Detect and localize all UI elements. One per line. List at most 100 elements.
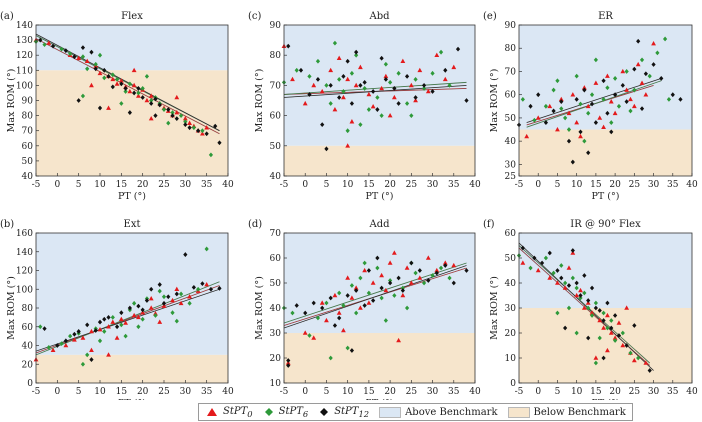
data-point-stpt12 [570,159,575,165]
data-point-stpt12 [337,95,342,100]
data-point-stpt6 [97,52,103,58]
x-axis-label: PT (°) [366,191,394,202]
data-point-stpt6 [290,310,295,316]
data-point-stpt0 [311,335,317,340]
panel-label: (e) [483,11,497,22]
data-point-stpt12 [119,81,124,87]
x-tick-label: -5 [280,387,289,397]
data-point-stpt6 [324,83,329,88]
data-point-stpt6 [574,73,579,79]
data-point-stpt12 [123,86,128,91]
data-point-stpt0 [336,310,342,315]
data-point-stpt0 [442,76,448,82]
data-point-stpt0 [200,131,205,136]
data-point-stpt0 [72,337,77,342]
data-point-stpt0 [341,94,346,100]
y-axis-label: Max ROM (°) [254,69,265,133]
data-point-stpt12 [426,278,431,283]
data-point-stpt6 [574,330,579,336]
y-tick-label: 40 [505,279,517,289]
data-point-stpt12 [593,120,598,125]
data-point-stpt12 [443,67,448,73]
data-point-stpt12 [404,73,410,79]
data-point-stpt12 [136,303,141,309]
y-tick-label: 90 [505,21,517,31]
y-tick-label: 60 [22,323,34,333]
data-point-stpt6 [328,101,333,106]
data-point-stpt12 [217,285,222,291]
above-swatch-icon [379,406,402,418]
x-tick-label: 10 [94,387,106,397]
data-point-stpt0 [345,143,351,148]
data-point-stpt6 [609,318,614,323]
data-point-stpt0 [127,88,133,94]
axes-frame [518,24,693,177]
x-axis-label: PT (°) [592,191,620,202]
data-point-stpt0 [601,124,606,130]
y-tick-label: 120 [16,51,33,61]
data-point-stpt0 [204,281,210,287]
data-point-stpt0 [391,250,397,255]
data-point-stpt6 [362,86,367,91]
data-point-stpt0 [605,312,610,318]
data-point-stpt12 [609,325,614,331]
y-tick-label: 50 [270,279,282,289]
below-benchmark-region [284,145,475,176]
data-point-stpt12 [358,83,363,88]
data-point-stpt12 [191,284,196,290]
data-point-stpt6 [324,300,329,306]
data-point-stpt6 [655,50,660,56]
data-point-stpt6 [601,96,606,102]
y-tick-label: 0 [510,379,516,389]
data-point-stpt12 [566,138,572,144]
data-point-stpt12 [597,308,602,313]
data-point-stpt0 [302,100,308,106]
data-point-stpt0 [161,303,167,308]
data-point-stpt6 [586,110,591,116]
data-point-stpt12 [605,300,610,306]
data-point-stpt12 [140,95,145,100]
data-point-stpt12 [678,96,683,102]
data-point-stpt0 [97,326,103,332]
data-point-stpt6 [102,329,107,334]
data-point-stpt0 [643,360,649,365]
data-point-stpt12 [609,129,614,135]
data-point-stpt0 [581,85,587,90]
data-point-stpt12 [50,43,56,49]
data-point-stpt12 [294,303,299,308]
data-point-stpt0 [110,319,116,324]
data-point-stpt12 [536,92,541,98]
data-point-stpt6 [362,260,367,266]
data-point-stpt6 [404,305,410,311]
data-point-stpt0 [547,103,553,109]
y-tick-label: 110 [16,66,33,76]
legend-diamond-green-icon [264,408,273,416]
data-point-stpt0 [89,82,94,88]
y-tick-label: 50 [505,114,517,124]
x-tick-label: 0 [302,180,308,190]
legend-diamond-black-icon [320,408,329,416]
data-point-stpt0 [106,324,111,329]
data-point-stpt12 [566,283,572,288]
data-point-stpt0 [46,40,52,45]
data-point-stpt0 [144,97,150,103]
data-point-stpt0 [89,347,94,352]
x-tick-label: 40 [222,387,234,397]
data-point-stpt12 [620,83,625,88]
data-point-stpt0 [396,337,401,343]
x-axis-label: PT (°) [118,191,146,202]
data-point-stpt12 [72,54,77,60]
data-point-stpt6 [80,361,86,367]
data-point-stpt6 [532,117,537,123]
data-point-stpt6 [438,49,444,55]
y-tick-label: 30 [270,329,282,339]
data-point-stpt0 [547,275,553,280]
data-point-stpt6 [366,107,371,112]
data-point-stpt12 [582,273,587,278]
data-point-stpt12 [551,108,556,114]
data-point-stpt6 [624,69,629,74]
data-point-stpt0 [639,80,645,85]
data-point-stpt12 [643,71,648,77]
data-point-stpt6 [430,273,435,278]
data-point-stpt12 [315,76,321,82]
